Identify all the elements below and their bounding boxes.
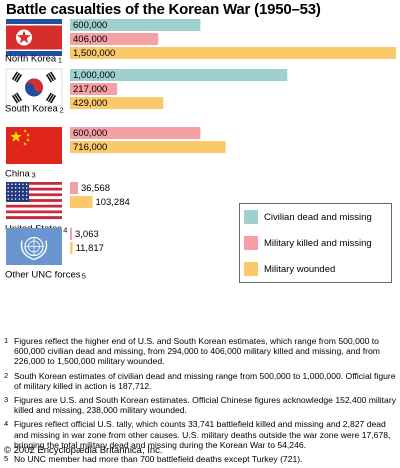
bar-value-label: 1,000,000 [73, 70, 115, 81]
bar [70, 19, 201, 31]
bar [70, 33, 159, 45]
bar-value-label: 103,284 [95, 197, 129, 208]
footnote-marker: 4 [63, 226, 67, 235]
footnote: 4 Figures reflect official U.S. tally, w… [4, 419, 396, 450]
bar-value-label: 36,568 [81, 183, 110, 194]
chart-title: Battle casualties of the Korean War (195… [6, 1, 321, 18]
footnote-number: 3 [4, 395, 9, 405]
footnote-marker: 5 [82, 272, 86, 281]
bar [70, 97, 164, 109]
bar [70, 228, 72, 240]
footnote-number: 4 [4, 419, 9, 429]
footnote-marker: 3 [32, 171, 36, 180]
legend-swatch-military-wounded [244, 262, 258, 276]
legend-label-military-wounded: Military wounded [264, 263, 336, 275]
flag-china-icon [6, 127, 62, 164]
bar [70, 127, 201, 139]
footnotes: 1 Figures reflect the higher end of U.S.… [4, 336, 396, 468]
legend-label-civilian: Civilian dead and missing [264, 211, 372, 223]
country-label: South Korea [5, 104, 59, 115]
footnote: 2 South Korean estimates of civilian dea… [4, 371, 396, 391]
footnote: 5 No UNC member had more than 700 battle… [4, 454, 396, 464]
bar-value-label: 217,000 [73, 84, 107, 95]
bar [70, 47, 396, 59]
bar-chart: North Korea 1 600,000 406,000 1,500,000 South… [5, 19, 396, 281]
footnote: 3 Figures are U.S. and South Korean esti… [4, 395, 396, 415]
legend-swatch-military-killed [244, 236, 258, 250]
flag-united-states-icon [6, 182, 62, 220]
footnote: 1 Figures reflect the higher end of U.S.… [4, 336, 396, 367]
footnote-number: 5 [4, 454, 9, 464]
footnote-number: 2 [4, 370, 9, 380]
bar-value-label: 1,500,000 [73, 48, 115, 59]
flag-north-korea-icon [6, 19, 62, 56]
footnote-marker: 2 [60, 106, 64, 115]
bar-value-label: 600,000 [73, 20, 107, 31]
bar [70, 196, 93, 208]
bar-value-label: 600,000 [73, 128, 107, 139]
legend-label-military-killed: Military killed and missing [264, 237, 372, 249]
bar [70, 182, 78, 194]
footnote-text: Figures reflect the higher end of U.S. a… [14, 336, 380, 367]
bar [70, 83, 118, 95]
footnote-marker: 1 [58, 56, 62, 65]
bar [70, 242, 73, 254]
bar-value-label: 716,000 [73, 142, 107, 153]
country-label: North Korea [5, 54, 57, 65]
bar-value-label: 429,000 [73, 98, 107, 109]
flag-south-korea-icon [5, 68, 63, 107]
bar-value-label: 11,817 [76, 243, 104, 254]
legend: Civilian dead and missing Military kille… [239, 203, 392, 283]
bar-value-label: 3,063 [75, 229, 99, 240]
footnote-text: Figures are U.S. and South Korean estima… [14, 395, 396, 416]
footnote-text: No UNC member had more than 700 battlefi… [14, 454, 303, 465]
bar [70, 69, 288, 81]
footnote-text: Figures reflect official U.S. tally, whi… [14, 419, 391, 450]
country-label: China [5, 169, 31, 180]
bar-value-label: 406,000 [73, 34, 107, 45]
legend-item-civilian: Civilian dead and missing [240, 204, 391, 230]
legend-swatch-civilian [244, 210, 258, 224]
footnote-number: 1 [4, 336, 9, 345]
footnote-text: South Korean estimates of civilian dead … [14, 370, 396, 391]
legend-item-military-wounded: Military wounded [240, 256, 391, 282]
bar [70, 141, 226, 153]
legend-item-military-killed: Military killed and missing [240, 230, 391, 256]
flag-other-unc-forces-icon [6, 228, 62, 265]
country-label: Other UNC forces [5, 270, 81, 281]
copyright: © 2002 Encyclopædia Britannica, Inc. [4, 445, 163, 456]
